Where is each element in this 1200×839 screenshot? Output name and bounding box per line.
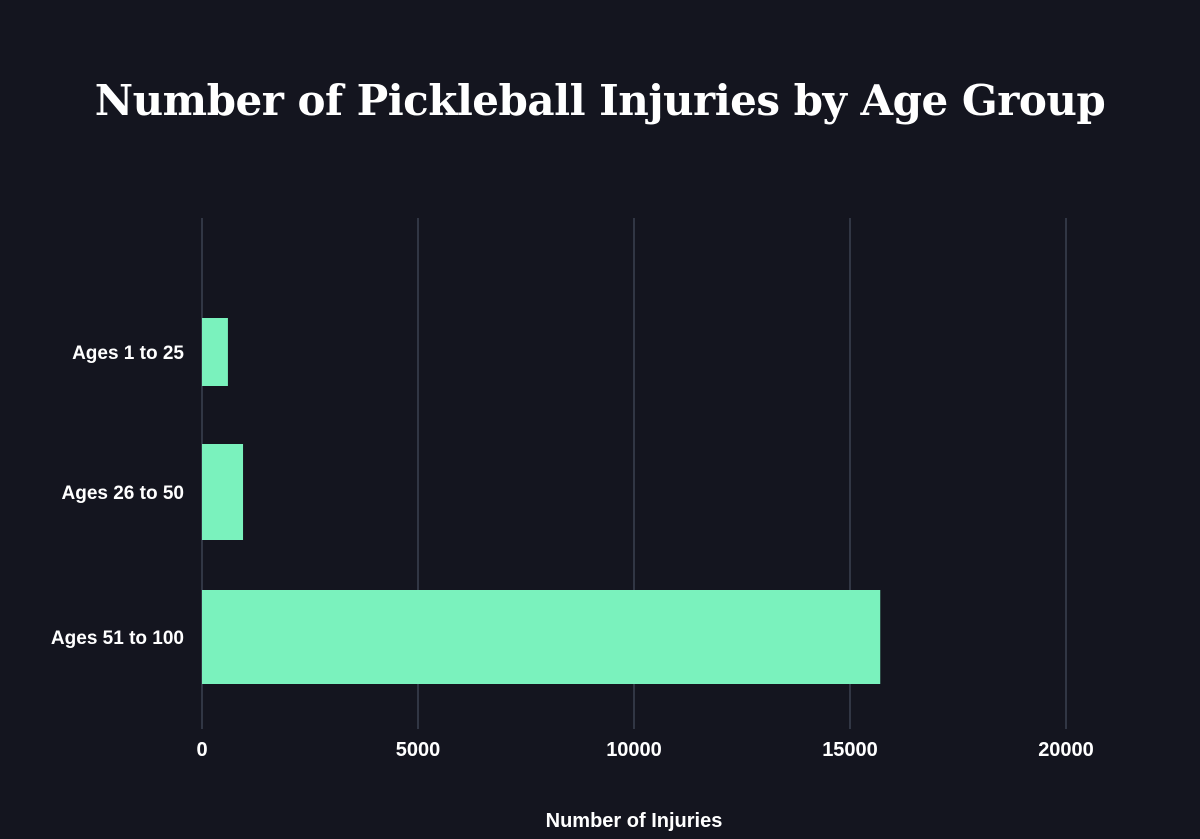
chart-title: Number of Pickleball Injuries by Age Gro… xyxy=(94,76,1106,125)
category-label: Ages 51 to 100 xyxy=(51,628,184,649)
bars xyxy=(202,318,881,684)
x-tick-label: 15000 xyxy=(822,739,878,761)
x-tick-label: 10000 xyxy=(606,739,662,761)
x-axis-label: Number of Injuries xyxy=(546,810,723,832)
bar xyxy=(202,590,881,684)
x-tick-labels: 0 5000 10000 15000 20000 xyxy=(196,739,1093,761)
bar xyxy=(202,444,244,540)
x-tick-label: 20000 xyxy=(1038,739,1094,761)
category-labels: Ages 1 to 25 Ages 26 to 50 Ages 51 to 100 xyxy=(51,343,185,649)
category-label: Ages 1 to 25 xyxy=(72,343,184,364)
x-tick-label: 5000 xyxy=(396,739,441,761)
x-tick-label: 0 xyxy=(196,739,207,761)
bar xyxy=(202,318,228,386)
category-label: Ages 26 to 50 xyxy=(62,483,185,504)
